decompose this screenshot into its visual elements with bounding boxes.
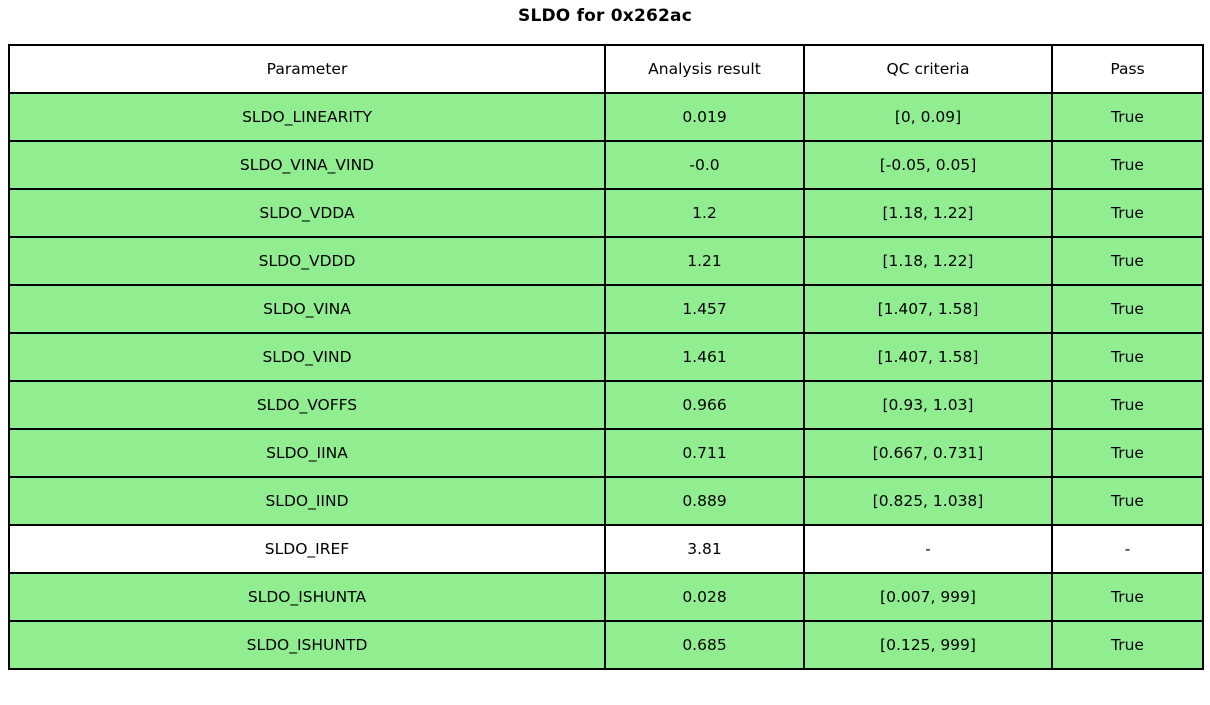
param-cell: SLDO_VINA_VIND xyxy=(8,140,606,190)
param-cell: SLDO_VIND xyxy=(8,332,606,382)
result-cell: 1.457 xyxy=(604,284,805,334)
pass-cell: True xyxy=(1051,380,1204,430)
qc-cell: [-0.05, 0.05] xyxy=(803,140,1053,190)
result-cell: 0.711 xyxy=(604,428,805,478)
qc-cell: [0.125, 999] xyxy=(803,620,1053,670)
result-cell: -0.0 xyxy=(604,140,805,190)
result-cell: 1.2 xyxy=(604,188,805,238)
table-row: SLDO_VDDD 1.21 [1.18, 1.22] True xyxy=(8,236,1204,286)
pass-cell: True xyxy=(1051,428,1204,478)
table-row: SLDO_ISHUNTD 0.685 [0.125, 999] True xyxy=(8,620,1204,670)
qc-cell: - xyxy=(803,524,1053,574)
qc-cell: [0.007, 999] xyxy=(803,572,1053,622)
table-row: SLDO_VIND 1.461 [1.407, 1.58] True xyxy=(8,332,1204,382)
qc-cell: [0.667, 0.731] xyxy=(803,428,1053,478)
qc-cell: [0, 0.09] xyxy=(803,92,1053,142)
qc-cell: [1.18, 1.22] xyxy=(803,188,1053,238)
table-row: SLDO_VOFFS 0.966 [0.93, 1.03] True xyxy=(8,380,1204,430)
header-analysis-result: Analysis result xyxy=(604,44,805,94)
result-cell: 0.019 xyxy=(604,92,805,142)
pass-cell: True xyxy=(1051,620,1204,670)
result-cell: 0.889 xyxy=(604,476,805,526)
qc-cell: [1.18, 1.22] xyxy=(803,236,1053,286)
table-row: SLDO_VINA 1.457 [1.407, 1.58] True xyxy=(8,284,1204,334)
pass-cell: True xyxy=(1051,572,1204,622)
param-cell: SLDO_VINA xyxy=(8,284,606,334)
result-cell: 0.685 xyxy=(604,620,805,670)
param-cell: SLDO_VDDD xyxy=(8,236,606,286)
header-row: Parameter Analysis result QC criteria Pa… xyxy=(8,44,1204,94)
param-cell: SLDO_ISHUNTD xyxy=(8,620,606,670)
table-row: SLDO_IREF 3.81 - - xyxy=(8,524,1204,574)
pass-cell: True xyxy=(1051,188,1204,238)
pass-cell: True xyxy=(1051,92,1204,142)
result-cell: 0.028 xyxy=(604,572,805,622)
pass-cell: True xyxy=(1051,476,1204,526)
result-cell: 1.21 xyxy=(604,236,805,286)
page-title: SLDO for 0x262ac xyxy=(518,6,692,26)
pass-cell: - xyxy=(1051,524,1204,574)
table-row: SLDO_VINA_VIND -0.0 [-0.05, 0.05] True xyxy=(8,140,1204,190)
pass-cell: True xyxy=(1051,332,1204,382)
pass-cell: True xyxy=(1051,140,1204,190)
qc-cell: [1.407, 1.58] xyxy=(803,332,1053,382)
param-cell: SLDO_VOFFS xyxy=(8,380,606,430)
header-pass: Pass xyxy=(1051,44,1204,94)
result-cell: 3.81 xyxy=(604,524,805,574)
qc-cell: [0.825, 1.038] xyxy=(803,476,1053,526)
pass-cell: True xyxy=(1051,284,1204,334)
table-row: SLDO_LINEARITY 0.019 [0, 0.09] True xyxy=(8,92,1204,142)
table-row: SLDO_VDDA 1.2 [1.18, 1.22] True xyxy=(8,188,1204,238)
param-cell: SLDO_IINA xyxy=(8,428,606,478)
table-row: SLDO_IIND 0.889 [0.825, 1.038] True xyxy=(8,476,1204,526)
pass-cell: True xyxy=(1051,236,1204,286)
result-cell: 1.461 xyxy=(604,332,805,382)
param-cell: SLDO_VDDA xyxy=(8,188,606,238)
param-cell: SLDO_LINEARITY xyxy=(8,92,606,142)
table-row: SLDO_ISHUNTA 0.028 [0.007, 999] True xyxy=(8,572,1204,622)
header-qc-criteria: QC criteria xyxy=(803,44,1053,94)
param-cell: SLDO_ISHUNTA xyxy=(8,572,606,622)
qc-results-table: Parameter Analysis result QC criteria Pa… xyxy=(8,44,1204,670)
param-cell: SLDO_IIND xyxy=(8,476,606,526)
qc-cell: [1.407, 1.58] xyxy=(803,284,1053,334)
param-cell: SLDO_IREF xyxy=(8,524,606,574)
qc-cell: [0.93, 1.03] xyxy=(803,380,1053,430)
header-parameter: Parameter xyxy=(8,44,606,94)
result-cell: 0.966 xyxy=(604,380,805,430)
table-row: SLDO_IINA 0.711 [0.667, 0.731] True xyxy=(8,428,1204,478)
